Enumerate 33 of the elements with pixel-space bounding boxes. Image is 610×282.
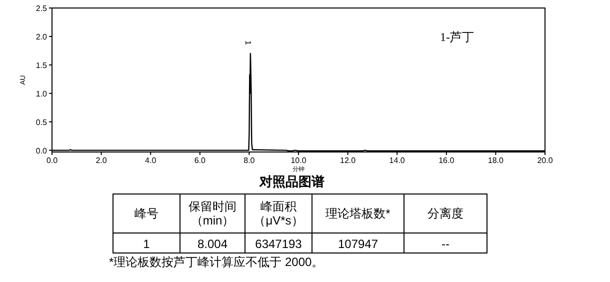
text: --: [442, 237, 450, 251]
y-tick-label: 1.5: [36, 60, 48, 70]
annotation: 1: [243, 40, 252, 46]
x-tick-label: 8.0: [244, 156, 256, 165]
text: 分离度: [428, 206, 464, 220]
x-tick-label: 20.0: [537, 156, 554, 165]
text: 峰号: [134, 206, 158, 220]
x-tick-label: 14.0: [389, 156, 406, 165]
text: 理论塔板数*: [326, 206, 391, 220]
text: 1: [143, 237, 150, 251]
text: 107947: [338, 237, 378, 251]
text: *理论板数按芦丁峰计算应不低于 2000。: [109, 255, 324, 269]
text: （μV*s）: [254, 214, 304, 228]
text: （min）: [190, 214, 234, 228]
x-tick-label: 16.0: [438, 156, 455, 165]
text: 8.004: [197, 237, 228, 251]
y-tick-label: 0.0: [36, 146, 48, 156]
y-tick-label: 2.0: [36, 32, 48, 42]
x-tick-label: 2.0: [96, 156, 108, 165]
annotation: 1-芦丁: [440, 30, 474, 44]
text: 对照品图谱: [258, 174, 324, 189]
text: 保留时间: [188, 200, 236, 214]
text: 峰面积: [260, 200, 296, 214]
x-tick-label: 6.0: [194, 156, 206, 165]
x-tick-label: 0.0: [46, 156, 58, 165]
x-tick-label: 10.0: [290, 156, 307, 165]
y-tick-label: 0.5: [36, 118, 48, 127]
text: 6347193: [255, 237, 302, 251]
x-tick-label: 4.0: [145, 156, 157, 165]
y-tick-label: 2.5: [36, 4, 48, 13]
y-tick-label: 1.0: [36, 89, 48, 98]
x-tick-label: 12.0: [340, 156, 356, 165]
x-tick-label: 18.0: [488, 156, 504, 165]
